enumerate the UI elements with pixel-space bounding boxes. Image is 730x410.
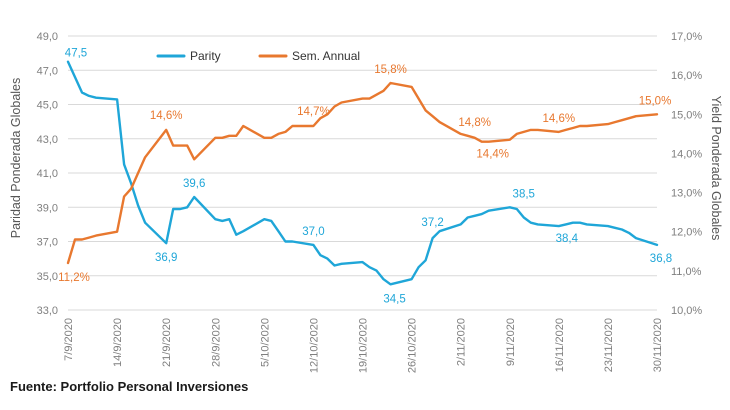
data-label: 14,6% <box>543 113 576 125</box>
legend: Parity Sem. Annual <box>156 49 360 63</box>
x-tick-label: 14/9/2020 <box>112 318 124 367</box>
data-label: 15,8% <box>374 64 407 76</box>
right-axis-ticks: 10,0% 11,0% 12,0% 13,0% 14,0% 15,0% 16,0% 17,0% <box>671 31 702 317</box>
x-tick-label: 19/10/2020 <box>358 318 370 373</box>
data-label: 36,8 <box>650 253 672 265</box>
data-label: 14,8% <box>458 117 491 129</box>
series-line-sem-annual <box>66 81 659 265</box>
y2-tick-label: 10,0% <box>671 305 702 317</box>
y-tick-label: 43,0 <box>37 134 58 146</box>
x-tick-label: 7/9/2020 <box>63 318 75 361</box>
y2-tick-label: 13,0% <box>671 188 702 200</box>
y-tick-label: 45,0 <box>37 100 58 112</box>
data-label: 34,5 <box>383 293 405 305</box>
x-tick-label: 5/10/2020 <box>259 318 271 367</box>
x-tick-label: 12/10/2020 <box>308 318 320 373</box>
y-tick-label: 33,0 <box>37 305 58 317</box>
x-axis-ticks: 7/9/2020 14/9/2020 21/9/2020 28/9/2020 5/10/… <box>63 318 664 373</box>
data-label: 37,0 <box>302 226 324 238</box>
data-label: 36,9 <box>155 252 177 264</box>
y-tick-label: 35,0 <box>37 271 58 283</box>
source-note: Fuente: Portfolio Personal Inversiones <box>10 379 249 394</box>
x-tick-label: 30/11/2020 <box>652 318 664 372</box>
x-tick-label: 23/11/2020 <box>603 318 615 372</box>
y2-tick-label: 12,0% <box>671 227 702 239</box>
x-tick-label: 2/11/2020 <box>456 318 468 366</box>
gridlines <box>68 35 657 311</box>
data-label: 37,2 <box>421 217 443 229</box>
series-line-parity <box>66 60 659 286</box>
data-labels: 47,5 36,9 39,6 37,0 34,5 37,2 38,5 38,4 36,8 11,2… <box>58 48 672 306</box>
x-tick-label: 26/10/2020 <box>407 318 419 373</box>
data-label: 39,6 <box>183 178 205 190</box>
legend-label: Parity <box>190 49 221 63</box>
y2-tick-label: 11,0% <box>671 266 702 278</box>
y2-tick-label: 16,0% <box>671 70 702 82</box>
y-tick-label: 39,0 <box>37 202 58 214</box>
data-label: 38,5 <box>513 188 535 200</box>
data-label: 11,2% <box>58 272 90 284</box>
data-label: 14,6% <box>150 110 183 122</box>
series-lines <box>66 60 659 286</box>
x-tick-label: 28/9/2020 <box>210 318 222 367</box>
y-tick-label: 49,0 <box>37 31 58 43</box>
y2-tick-label: 14,0% <box>671 148 702 160</box>
legend-label: Sem. Annual <box>292 49 360 63</box>
x-tick-label: 21/9/2020 <box>161 318 173 367</box>
data-label: 47,5 <box>65 48 87 60</box>
data-label: 38,4 <box>556 233 579 245</box>
right-axis-title: Yield Ponderada Globales <box>709 96 723 241</box>
data-label: 14,4% <box>476 149 509 161</box>
y2-tick-label: 15,0% <box>671 109 702 121</box>
y-tick-label: 47,0 <box>37 65 58 77</box>
left-axis-title: Paridad Ponderada Globales <box>9 78 23 239</box>
x-tick-label: 16/11/2020 <box>554 318 566 372</box>
data-label: 14,7% <box>297 106 330 118</box>
y-tick-label: 41,0 <box>37 168 58 180</box>
y2-tick-label: 17,0% <box>671 31 702 43</box>
x-tick-label: 9/11/2020 <box>505 318 517 366</box>
y-tick-label: 37,0 <box>37 237 58 249</box>
data-label: 15,0% <box>639 95 672 107</box>
left-axis-ticks: 33,0 35,0 37,0 39,0 41,0 43,0 45,0 47,0 49,0 <box>37 31 58 317</box>
